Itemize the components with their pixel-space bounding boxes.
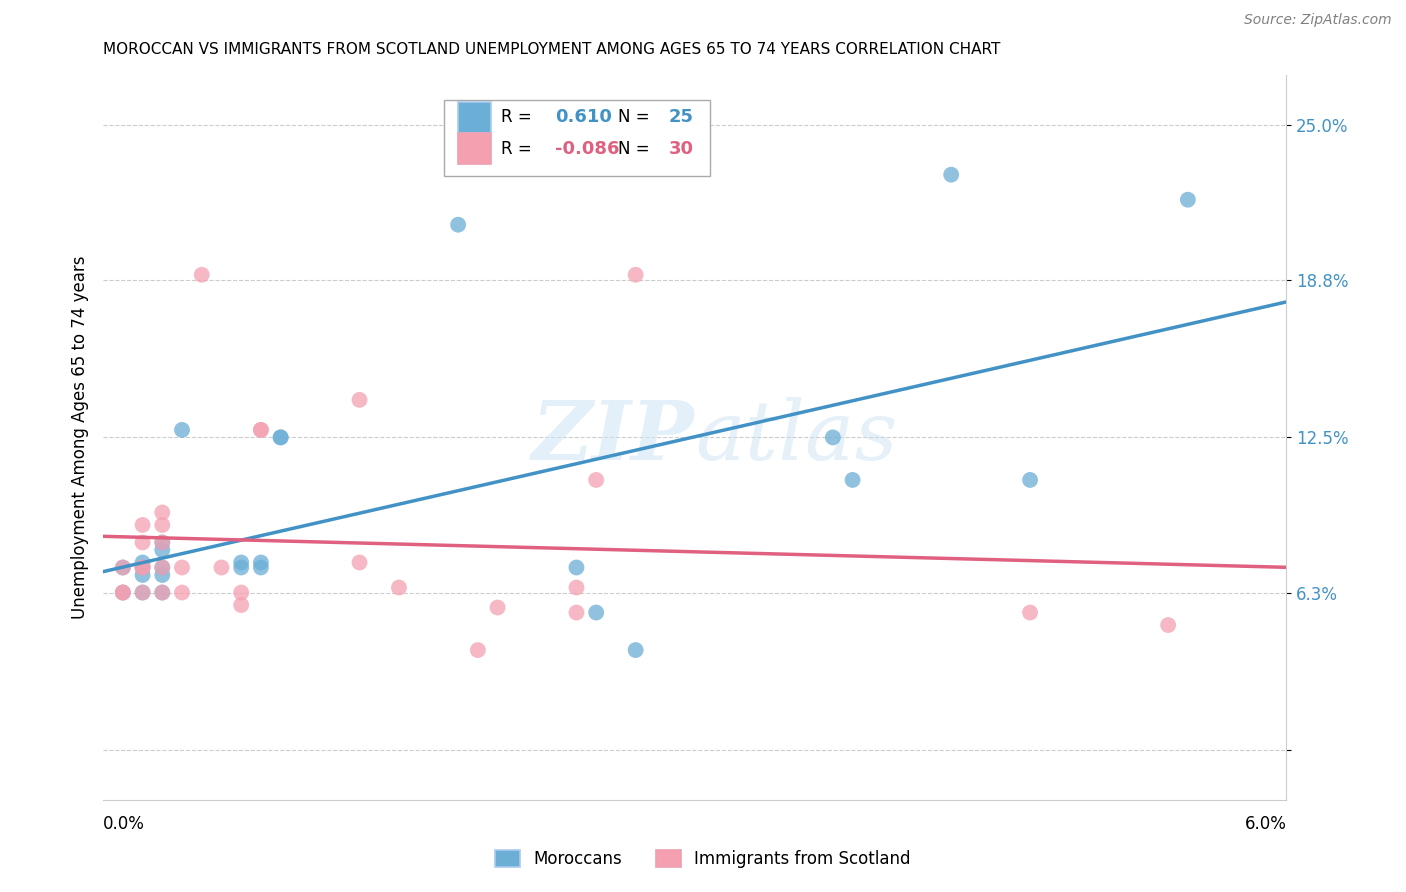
Point: [150, 535, 173, 549]
Text: -0.086: -0.086: [555, 140, 620, 158]
Point: [150, 535, 173, 549]
Point: [190, 268, 212, 282]
Text: 6.0%: 6.0%: [1244, 815, 1286, 833]
Point: [1157, 618, 1180, 632]
Legend: Moroccans, Immigrants from Scotland: Moroccans, Immigrants from Scotland: [489, 843, 917, 875]
Point: [211, 560, 233, 574]
Point: [111, 585, 134, 599]
Point: [111, 560, 134, 574]
Point: [941, 168, 963, 182]
Point: [111, 585, 134, 599]
Point: [170, 585, 193, 599]
Point: [349, 392, 371, 407]
Point: [624, 268, 647, 282]
Point: [388, 581, 411, 595]
Point: [131, 585, 153, 599]
Point: [111, 560, 134, 574]
Point: [231, 585, 253, 599]
Point: [131, 560, 153, 574]
Point: [565, 606, 588, 620]
Point: [447, 218, 470, 232]
Point: [170, 560, 193, 574]
Text: 30: 30: [669, 140, 693, 158]
Point: [565, 560, 588, 574]
Point: [1177, 193, 1199, 207]
FancyBboxPatch shape: [458, 103, 491, 133]
Point: [841, 473, 863, 487]
Point: [250, 423, 273, 437]
Text: R =: R =: [501, 140, 531, 158]
Point: [150, 543, 173, 558]
Point: [131, 518, 153, 533]
Text: MOROCCAN VS IMMIGRANTS FROM SCOTLAND UNEMPLOYMENT AMONG AGES 65 TO 74 YEARS CORR: MOROCCAN VS IMMIGRANTS FROM SCOTLAND UNE…: [103, 42, 1001, 57]
Point: [585, 606, 607, 620]
Point: [1019, 473, 1042, 487]
Point: [231, 560, 253, 574]
Point: [131, 560, 153, 574]
Point: [150, 505, 173, 519]
Point: [131, 556, 153, 570]
Point: [250, 556, 273, 570]
Text: N =: N =: [617, 109, 650, 127]
Point: [467, 643, 489, 657]
Point: [131, 568, 153, 582]
Point: [131, 535, 153, 549]
Point: [565, 581, 588, 595]
Text: atlas: atlas: [695, 398, 897, 477]
Point: [170, 423, 193, 437]
Point: [250, 423, 273, 437]
Point: [231, 556, 253, 570]
Point: [349, 556, 371, 570]
Point: [270, 430, 292, 444]
Point: [150, 568, 173, 582]
Point: [821, 430, 844, 444]
Point: [111, 585, 134, 599]
Point: [486, 600, 509, 615]
Text: N =: N =: [617, 140, 650, 158]
Text: 25: 25: [669, 109, 693, 127]
Text: R =: R =: [501, 109, 531, 127]
Point: [131, 560, 153, 574]
Text: Source: ZipAtlas.com: Source: ZipAtlas.com: [1244, 13, 1392, 28]
Point: [150, 518, 173, 533]
Point: [624, 643, 647, 657]
Point: [1019, 606, 1042, 620]
FancyBboxPatch shape: [458, 134, 491, 164]
Point: [231, 598, 253, 612]
Text: 0.610: 0.610: [555, 109, 612, 127]
Point: [250, 560, 273, 574]
Y-axis label: Unemployment Among Ages 65 to 74 years: Unemployment Among Ages 65 to 74 years: [72, 256, 89, 619]
Point: [585, 473, 607, 487]
Point: [150, 560, 173, 574]
Point: [150, 560, 173, 574]
FancyBboxPatch shape: [444, 100, 710, 177]
Text: 0.0%: 0.0%: [103, 815, 145, 833]
Point: [270, 430, 292, 444]
Point: [131, 585, 153, 599]
Point: [150, 585, 173, 599]
Point: [150, 585, 173, 599]
Text: ZIP: ZIP: [533, 398, 695, 477]
